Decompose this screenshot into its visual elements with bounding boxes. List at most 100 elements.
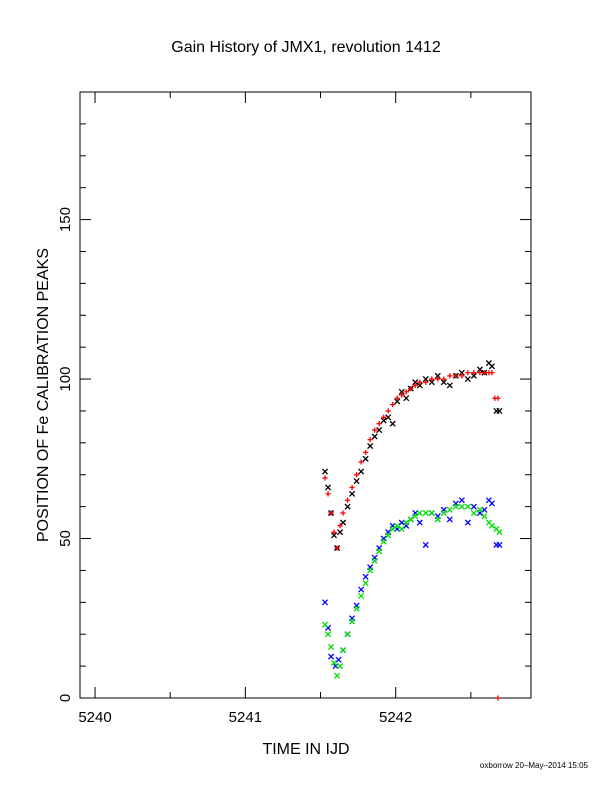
series-4-point (344, 631, 351, 638)
series-2-point (495, 695, 501, 701)
series-4-point (407, 516, 414, 523)
series-4-point (358, 592, 365, 599)
series-1-point (422, 375, 429, 383)
series-2-point (322, 475, 328, 481)
footer-credit: oxborrow 20–May–2014 15:05 (480, 761, 589, 770)
series-4-point (428, 509, 435, 517)
series-1-point (412, 379, 419, 386)
series-2-point (412, 382, 418, 389)
series-1-point (340, 519, 347, 526)
series-2-point (367, 437, 373, 443)
series-1-point (376, 427, 383, 434)
series-2-point (441, 376, 447, 382)
series-4-point (389, 525, 396, 533)
series-1-point (428, 379, 435, 386)
series-3-point (496, 541, 503, 548)
x-axis-label: TIME IN IJD (262, 741, 349, 758)
series-3-point (458, 497, 465, 504)
series-2-point (325, 491, 331, 497)
series-2-point (328, 510, 334, 516)
series-2-point (423, 379, 429, 385)
series-3-point (488, 500, 495, 507)
series-1-point (362, 455, 369, 462)
plot-frame (79, 91, 532, 699)
y-tick-label: 0 (57, 694, 74, 702)
series-4-point (488, 522, 495, 529)
series-3-point (362, 573, 369, 580)
series-4-point (349, 618, 356, 625)
series-1-point (464, 375, 471, 383)
series-1-point (488, 363, 495, 370)
series-1-point (398, 388, 405, 395)
series-3-point (464, 519, 471, 526)
series-2-point (344, 497, 351, 503)
series-2-point (340, 510, 346, 516)
series-1-point (331, 532, 338, 539)
series-3-point (332, 663, 339, 670)
series-2-point (403, 389, 409, 395)
series-4-point (380, 538, 387, 545)
series-2-point (489, 370, 495, 376)
series-1-point (380, 417, 387, 424)
series-1-point (321, 468, 329, 475)
chart-title: Gain History of JMX1, revolution 1412 (171, 39, 441, 56)
series-2-point (408, 386, 414, 392)
series-1-point (496, 407, 503, 415)
series-4-point (367, 567, 374, 574)
series-4-point (464, 503, 471, 510)
series-4-point (376, 548, 383, 555)
series-4-point (481, 513, 488, 520)
series-2-point (481, 370, 487, 376)
series-2-point (394, 395, 400, 401)
series-1-point (324, 484, 332, 491)
series-2-point (447, 373, 453, 379)
x-tick-label: 5241 (229, 709, 262, 726)
x-tick-label: 5240 (78, 709, 111, 726)
series-2-point (453, 373, 459, 379)
series-2-point (495, 395, 501, 401)
axis-ticks (80, 91, 531, 699)
series-4-point (394, 522, 401, 529)
series-3-point (335, 656, 342, 663)
y-tick-labels: 0 50 100 150 (57, 207, 74, 702)
series-4-point (458, 503, 465, 510)
series-2-point (358, 459, 364, 465)
series-2-point (417, 379, 423, 385)
series-2-point (381, 414, 387, 420)
data-points (321, 360, 503, 701)
series-3-point (446, 516, 453, 523)
x-tick-labels: 5240 5241 5242 (78, 709, 412, 726)
series-1-point (344, 503, 351, 510)
series-3-point (321, 599, 329, 606)
y-tick-label: 50 (57, 530, 74, 547)
series-1-point (403, 395, 410, 402)
series-4-point (337, 663, 344, 670)
series-4-point (327, 643, 335, 651)
series-2-point (429, 376, 435, 382)
y-axis-label: POSITION OF Fe CALIBRATION PEAKS (35, 248, 52, 542)
series-4-point (403, 519, 410, 526)
series-4-point (476, 506, 483, 513)
series-4-point (371, 557, 378, 564)
series-3-point (470, 503, 477, 510)
series-2-point (471, 370, 477, 376)
y-tick-label: 150 (57, 207, 74, 232)
series-4-point (334, 672, 341, 679)
series-4-point (385, 532, 392, 539)
series-4-point (446, 506, 453, 513)
series-2-point (331, 529, 337, 535)
series-1-point (337, 529, 344, 536)
series-2-point (354, 472, 360, 478)
series-2-point (435, 376, 441, 382)
series-4-point (470, 509, 477, 517)
series-4-point (353, 605, 360, 612)
series-4-point (321, 621, 329, 628)
series-4-point (324, 631, 332, 638)
series-4-point (331, 659, 338, 666)
series-2-point (349, 484, 355, 491)
series-2-point (363, 449, 369, 456)
series-4-point (412, 513, 419, 520)
series-4-point (416, 509, 423, 517)
series-2-point (372, 427, 378, 433)
